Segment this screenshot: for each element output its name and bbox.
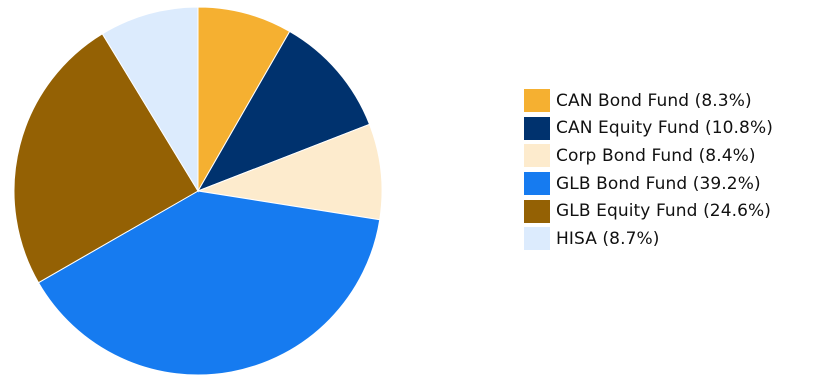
legend-label: HISA (8.7%) [556,228,660,249]
legend: CAN Bond Fund (8.3%) CAN Equity Fund (10… [524,87,773,253]
legend-label: GLB Equity Fund (24.6%) [556,201,772,222]
legend-item: GLB Bond Fund (39.2%) [524,170,773,198]
legend-label: GLB Bond Fund (39.2%) [556,173,761,194]
pie-slice [197,6,291,193]
legend-label: CAN Bond Fund (8.3%) [556,90,752,111]
legend-swatch [524,199,550,223]
legend-item: GLB Equity Fund (24.6%) [524,197,773,225]
legend-item: HISA (8.7%) [524,225,773,253]
pie-slice [196,30,371,192]
pie-slice [13,33,199,284]
pie-slice [101,6,199,193]
legend-label: Corp Bond Fund (8.4%) [556,145,756,166]
legend-swatch [524,116,550,140]
legend-swatch [524,144,550,168]
legend-label: CAN Equity Fund (10.8%) [556,118,773,139]
legend-swatch [524,172,550,196]
pie-slice [37,190,381,376]
legend-swatch [524,227,550,251]
legend-item: CAN Bond Fund (8.3%) [524,87,773,115]
legend-item: Corp Bond Fund (8.4%) [524,142,773,170]
legend-item: CAN Equity Fund (10.8%) [524,115,773,143]
legend-swatch [524,89,550,113]
pie-slice [196,123,383,221]
